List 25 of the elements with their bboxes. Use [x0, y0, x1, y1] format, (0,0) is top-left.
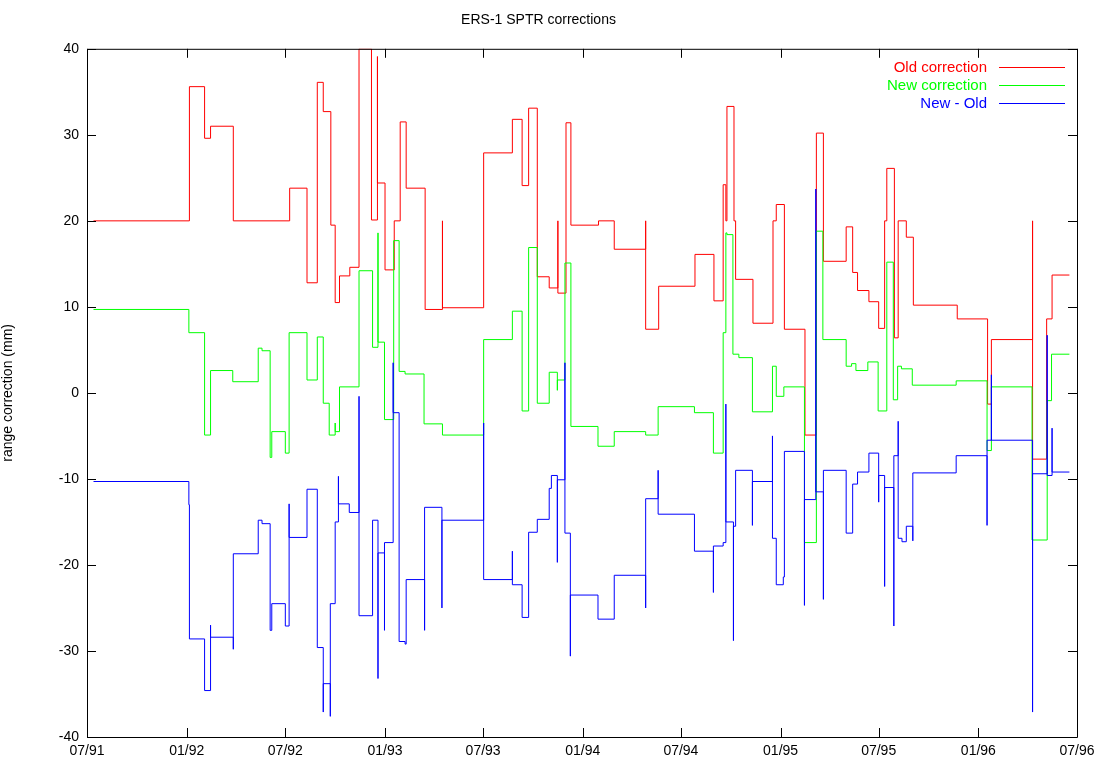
- x-tick-label: 07/95: [861, 742, 897, 759]
- x-tick-label: 07/96: [1059, 742, 1095, 759]
- y-tick-label: 10: [63, 297, 80, 314]
- x-tick-label: 01/94: [565, 742, 601, 759]
- x-tick-label: 07/93: [465, 742, 501, 759]
- y-tick-label: 20: [63, 211, 80, 228]
- legend-label: New correction: [886, 76, 987, 94]
- legend-label: Old correction: [893, 58, 987, 76]
- y-tick-label: -20: [58, 555, 80, 572]
- x-tick-label: 07/94: [663, 742, 699, 759]
- x-tick-label: 01/92: [169, 742, 205, 759]
- chart-title: ERS-1 SPTR corrections: [461, 11, 616, 28]
- y-tick-label: 40: [63, 39, 80, 56]
- x-tick-label: 01/96: [960, 742, 997, 759]
- x-tick-label: 07/92: [267, 742, 304, 759]
- legend-label: New - Old: [920, 94, 987, 112]
- y-tick-label: 30: [63, 125, 80, 142]
- x-tick-label: 07/91: [69, 742, 105, 759]
- y-axis-title: range correction (mm): [0, 324, 16, 462]
- y-tick-label: -30: [58, 641, 80, 658]
- x-tick-label: 01/95: [763, 742, 799, 759]
- y-tick-label: -40: [58, 727, 80, 744]
- y-tick-label: 0: [71, 383, 80, 400]
- x-tick-label: 01/93: [367, 742, 403, 759]
- y-tick-label: -10: [58, 469, 80, 486]
